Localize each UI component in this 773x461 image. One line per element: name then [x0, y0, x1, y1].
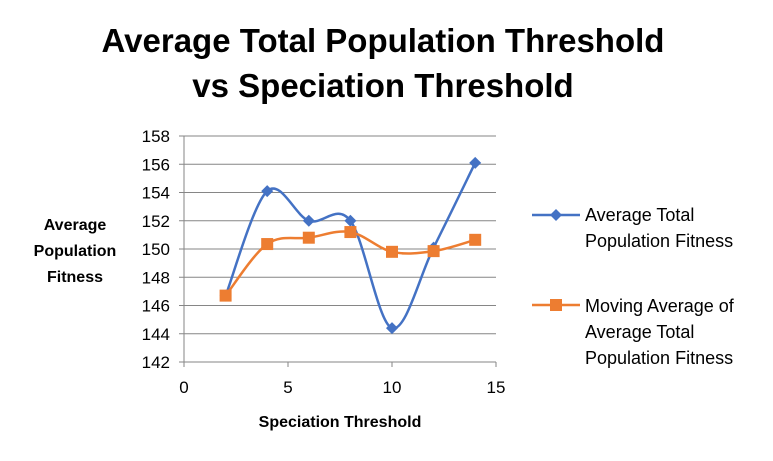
data-point-diamond	[469, 156, 482, 169]
chart-title-line-1: Average Total Population Threshold	[102, 22, 665, 59]
data-point-diamond	[344, 214, 357, 227]
data-point-square	[219, 289, 232, 302]
x-tick-label: 5	[283, 378, 292, 397]
y-tick-label: 152	[142, 212, 170, 231]
legend-entry-average-total-population-fitness: Average Total Population Fitness	[532, 205, 733, 251]
x-tick-label: 0	[179, 378, 188, 397]
data-point-square	[302, 231, 315, 244]
legend-entry-moving-average: Moving Average of Average Total Populati…	[532, 296, 735, 368]
y-tick-labels: 142 144 146 148 150 152 154 156 158	[142, 127, 170, 372]
y-axis-title-line-2: Population	[34, 243, 117, 260]
legend-label-series-1-line-2: Population Fitness	[585, 231, 733, 251]
data-point-square	[386, 245, 398, 258]
legend-marker-diamond	[550, 209, 562, 221]
data-point-diamond	[261, 185, 274, 198]
data-point-square	[469, 233, 482, 246]
y-tick-label: 144	[142, 325, 170, 344]
series-layer	[219, 156, 482, 335]
y-tick-label: 156	[142, 155, 170, 174]
y-tick-label: 150	[142, 240, 170, 259]
x-tick-label: 10	[383, 378, 402, 397]
x-axis-title: Speciation Threshold	[259, 414, 422, 431]
legend-marker-square	[550, 299, 562, 311]
data-point-square	[427, 245, 440, 258]
x-tick-labels: 0 5 10 15	[179, 378, 505, 397]
y-tick-label: 158	[142, 127, 170, 146]
chart-title-line-2: vs Speciation Threshold	[192, 67, 573, 104]
legend-label-series-2-line-3: Population Fitness	[585, 348, 733, 368]
data-point-diamond	[302, 214, 315, 227]
series-2	[219, 226, 482, 302]
legend: Average Total Population Fitness Moving …	[532, 205, 735, 368]
y-axis-title-line-3: Fitness	[47, 269, 103, 286]
series-1	[219, 156, 482, 335]
x-tick-label: 15	[487, 378, 506, 397]
legend-label-series-2-line-2: Average Total	[585, 322, 694, 342]
y-tick-label: 142	[142, 353, 170, 372]
y-tick-label: 148	[142, 268, 170, 287]
data-point-square	[344, 226, 357, 239]
data-point-square	[261, 238, 274, 251]
legend-label-series-1-line-1: Average Total	[585, 205, 694, 225]
y-axis-title-line-1: Average	[44, 217, 107, 234]
legend-label-series-2-line-1: Moving Average of	[585, 296, 735, 316]
data-point-diamond	[386, 322, 398, 335]
gridlines	[184, 135, 496, 335]
y-tick-label: 154	[142, 184, 170, 203]
axes	[179, 135, 497, 367]
y-tick-label: 146	[142, 297, 170, 316]
